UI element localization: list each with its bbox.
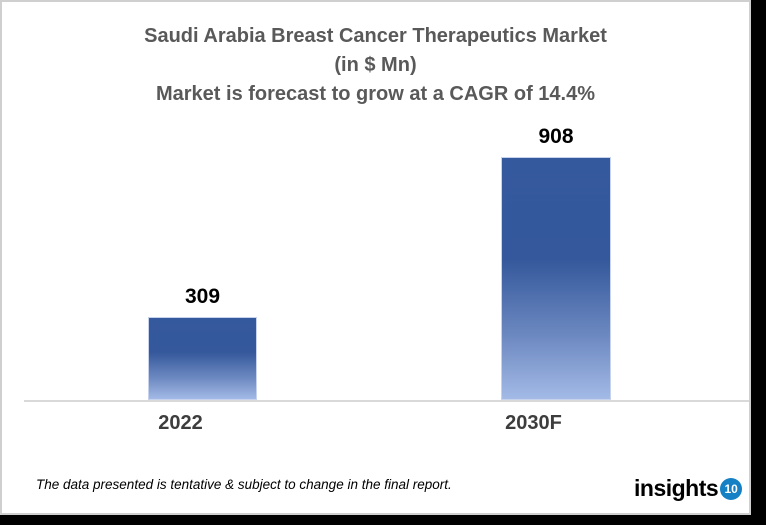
chart-subtitle: Market is forecast to grow at a CAGR of … (155, 83, 595, 105)
bar-group-2022: 309 (148, 286, 257, 400)
x-axis-label-2030f: 2030F (505, 412, 562, 434)
bar-value-label: 309 (184, 285, 221, 308)
bar-group-2030f: 908 (501, 126, 611, 400)
bar-value-label: 908 (538, 125, 574, 148)
bar-2030f (501, 157, 611, 400)
chart-title: Saudi Arabia Breast Cancer Therapeutics … (2, 22, 749, 109)
chart-title-line2: (in $ Mn) (334, 54, 417, 76)
chart-card: Saudi Arabia Breast Cancer Therapeutics … (0, 0, 751, 515)
chart-title-line1: Saudi Arabia Breast Cancer Therapeutics … (144, 25, 607, 47)
insights-logo-text: insights (634, 474, 719, 501)
x-axis-label-2022: 2022 (158, 412, 203, 434)
insights10-badge-icon: 10 (720, 478, 743, 500)
bar-2022 (148, 317, 257, 400)
insights10-logo: insights 10 (634, 474, 743, 501)
disclaimer-note: The data presented is tentative & subjec… (36, 477, 452, 492)
plot-area: 309 908 (24, 110, 749, 402)
